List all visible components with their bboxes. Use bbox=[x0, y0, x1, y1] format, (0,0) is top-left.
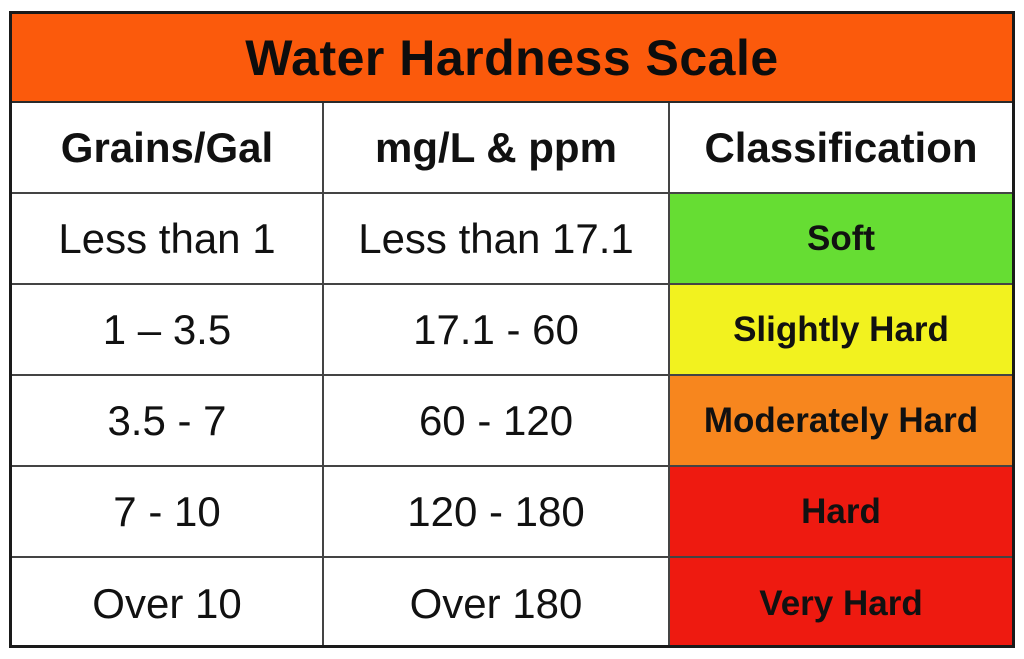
classification-cell-slightly-hard: Slightly Hard bbox=[670, 285, 1012, 376]
classification-cell-moderately-hard: Moderately Hard bbox=[670, 376, 1012, 467]
header-row: Grains/Gal mg/L & ppm Classification bbox=[12, 103, 1012, 194]
column-header-classification: Classification bbox=[670, 103, 1012, 194]
column-header-grains: Grains/Gal bbox=[12, 103, 324, 194]
grains-cell: 7 - 10 bbox=[12, 467, 324, 558]
table-title: Water Hardness Scale bbox=[12, 14, 1012, 103]
ppm-cell: 60 - 120 bbox=[324, 376, 670, 467]
grains-cell: 1 – 3.5 bbox=[12, 285, 324, 376]
classification-cell-very-hard: Very Hard bbox=[670, 558, 1012, 645]
grains-cell: Less than 1 bbox=[12, 194, 324, 285]
table-row: 1 – 3.5 17.1 - 60 Slightly Hard bbox=[12, 285, 1012, 376]
table-row: 7 - 10 120 - 180 Hard bbox=[12, 467, 1012, 558]
table-row: Over 10 Over 180 Very Hard bbox=[12, 558, 1012, 645]
water-hardness-table: Water Hardness Scale Grains/Gal mg/L & p… bbox=[9, 11, 1015, 648]
ppm-cell: 17.1 - 60 bbox=[324, 285, 670, 376]
ppm-cell: Over 180 bbox=[324, 558, 670, 645]
classification-cell-soft: Soft bbox=[670, 194, 1012, 285]
column-header-mg-ppm: mg/L & ppm bbox=[324, 103, 670, 194]
table-row: 3.5 - 7 60 - 120 Moderately Hard bbox=[12, 376, 1012, 467]
grains-cell: Over 10 bbox=[12, 558, 324, 645]
ppm-cell: 120 - 180 bbox=[324, 467, 670, 558]
ppm-cell: Less than 17.1 bbox=[324, 194, 670, 285]
table-row: Less than 1 Less than 17.1 Soft bbox=[12, 194, 1012, 285]
grains-cell: 3.5 - 7 bbox=[12, 376, 324, 467]
classification-cell-hard: Hard bbox=[670, 467, 1012, 558]
